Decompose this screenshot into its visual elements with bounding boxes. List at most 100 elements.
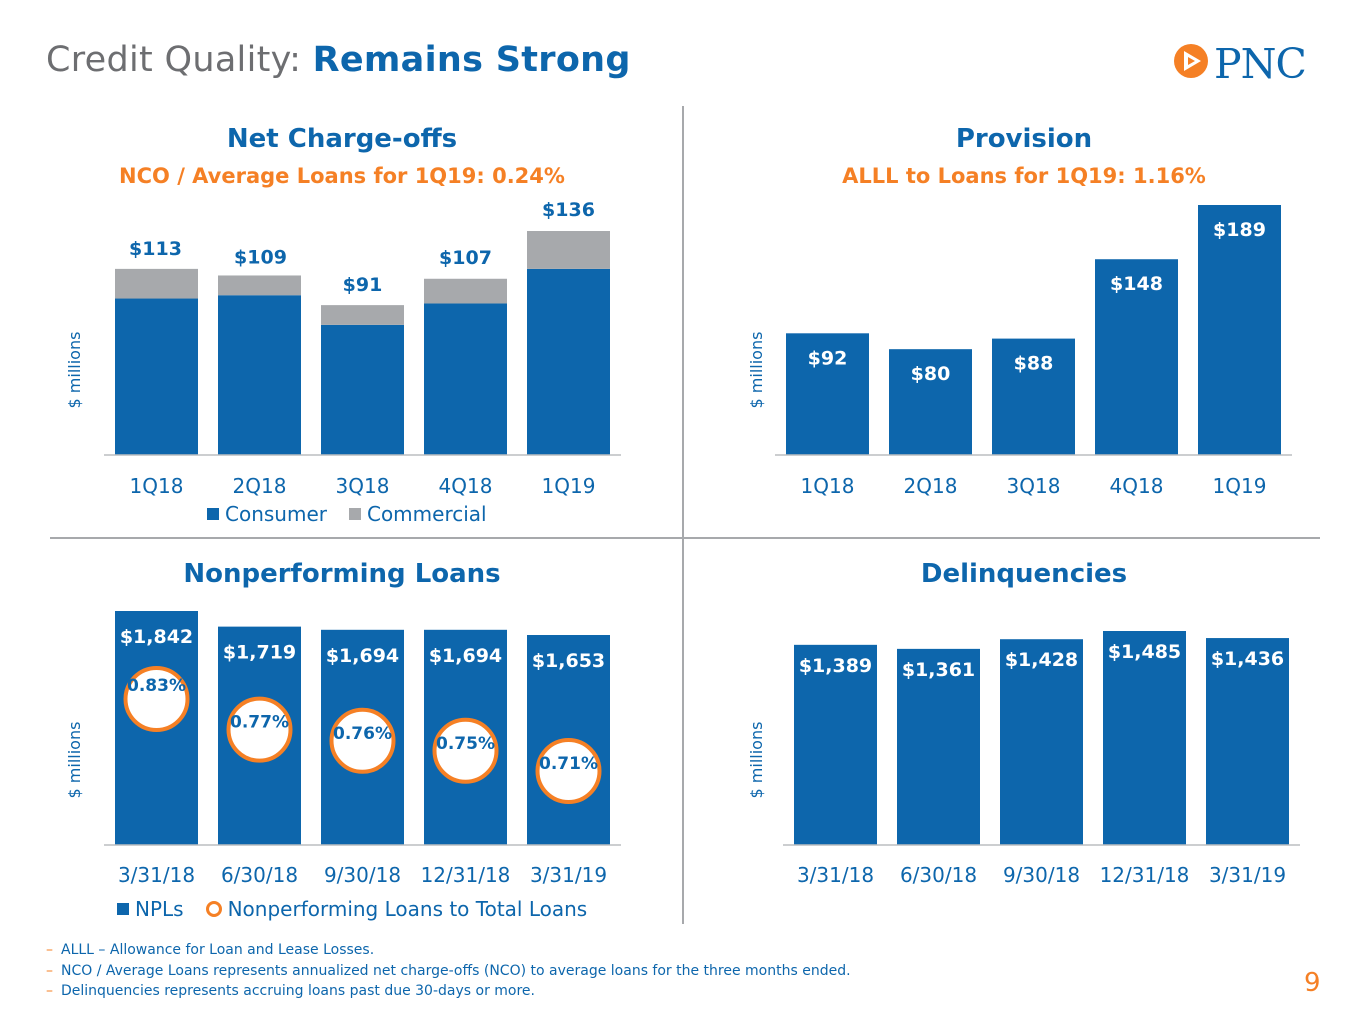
bar-value-label: $1,719	[223, 642, 296, 664]
x-tick-label: 3/31/19	[1209, 863, 1286, 887]
bar-value-label: $189	[1213, 219, 1266, 241]
delinquency-bar	[1206, 638, 1289, 845]
ratio-label: 0.76%	[333, 724, 392, 744]
y-axis-label: $ millions	[747, 722, 766, 799]
provision-chart: $92 $80 $88 $148 $189 1Q18 2Q18 3Q18 4Q18 1Q19 $ m…	[747, 205, 1292, 498]
provision-bar	[992, 338, 1075, 455]
provision-bar	[1095, 259, 1178, 455]
legend-ratio: Nonperforming Loans to Total Loans	[205, 897, 588, 921]
bar-value-label: $1,436	[1211, 648, 1284, 670]
delinquency-bar	[1000, 639, 1083, 845]
bar-value-label: $1,485	[1108, 641, 1181, 663]
footnote-text: NCO / Average Loans represents annualize…	[61, 962, 851, 979]
footnotes: – ALLL – Allowance for Loan and Lease Los…	[46, 940, 851, 1002]
footnote-dash: –	[46, 962, 53, 979]
commercial-swatch	[348, 508, 361, 520]
legend-commercial-label: Commercial	[366, 502, 487, 526]
delinquency-bar	[1103, 631, 1186, 845]
consumer-bar	[527, 268, 610, 455]
ratio-circle	[329, 707, 396, 774]
bar-value-label: $1,389	[799, 655, 872, 677]
provision-bar	[786, 333, 869, 455]
commercial-bar	[218, 275, 301, 296]
page-title: Credit Quality: Remains Strong	[46, 40, 631, 80]
total-label: $113	[129, 238, 182, 260]
commercial-bar	[424, 278, 507, 304]
x-tick-label: 3/31/19	[530, 863, 607, 887]
consumer-bar	[321, 324, 404, 455]
ratio-ring-icon	[205, 901, 222, 917]
consumer-bar	[115, 298, 198, 455]
x-tick-label: 9/30/18	[324, 863, 401, 887]
total-label: $91	[343, 274, 383, 296]
x-tick-label: 1Q19	[542, 474, 596, 498]
footnote: – Delinquencies represents accruing loans…	[46, 981, 851, 1002]
pnc-logo: PNC	[1170, 40, 1325, 88]
consumer-bar	[218, 295, 301, 455]
x-tick-label: 9/30/18	[1003, 863, 1080, 887]
bar-value-label: $1,361	[902, 659, 975, 681]
footnote: – ALLL – Allowance for Loan and Lease Los…	[46, 940, 851, 961]
bar-value-label: $1,653	[532, 650, 605, 672]
total-label: $136	[542, 199, 595, 221]
total-label: $109	[234, 246, 287, 268]
ratio-label: 0.71%	[539, 754, 598, 774]
x-tick-label: 2Q18	[904, 474, 958, 498]
provision-bar	[1198, 205, 1281, 455]
footnote-text: ALLL – Allowance for Loan and Lease Loss…	[61, 942, 375, 958]
x-tick-label: 1Q18	[801, 474, 855, 498]
legend-consumer: Consumer	[207, 502, 327, 526]
legend-npls-label: NPLs	[135, 897, 184, 921]
delinq-title: Delinquencies	[920, 559, 1128, 589]
x-tick-label: 6/30/18	[221, 863, 298, 887]
y-axis-label: $ millions	[65, 722, 84, 799]
x-tick-label: 1Q19	[1213, 474, 1267, 498]
x-tick-label: 4Q18	[439, 474, 493, 498]
bar-value-label: $1,428	[1005, 649, 1078, 671]
page-title-bold: Remains Strong	[312, 40, 631, 80]
commercial-bar	[527, 231, 610, 269]
provision-subtitle: ALLL to Loans for 1Q19: 1.16%	[842, 164, 1206, 188]
y-axis-label: $ millions	[747, 332, 766, 409]
x-tick-label: 2Q18	[233, 474, 287, 498]
commercial-bar	[115, 268, 198, 299]
npl-title: Nonperforming Loans	[183, 559, 501, 589]
bar-value-label: $1,694	[326, 645, 399, 667]
legend-commercial: Commercial	[348, 502, 487, 526]
consumer-bar	[424, 303, 507, 455]
footnote-dash: –	[46, 983, 53, 999]
x-tick-label: 12/31/18	[1100, 863, 1190, 887]
x-tick-label: 3/31/18	[118, 863, 195, 887]
footnote-text: Delinquencies represents accruing loans …	[61, 983, 535, 999]
ratio-circle	[432, 717, 499, 784]
commercial-bar	[321, 305, 404, 325]
delinquency-bar	[794, 644, 877, 845]
x-tick-label: 3/31/18	[797, 863, 874, 887]
legend-consumer-label: Consumer	[225, 502, 327, 526]
nco-title: Net Charge-offs	[226, 124, 458, 154]
delinq-chart: $1,389 $1,361 $1,428 $1,485 $1,436 3/31/18 6/3…	[747, 631, 1300, 887]
ratio-label: 0.75%	[436, 734, 495, 754]
x-tick-label: 4Q18	[1110, 474, 1164, 498]
total-label: $107	[439, 247, 492, 269]
bar-value-label: $1,842	[120, 626, 193, 648]
nco-subtitle: NCO / Average Loans for 1Q19: 0.24%	[119, 164, 565, 188]
legend-ratio-label: Nonperforming Loans to Total Loans	[227, 897, 588, 921]
vertical-divider	[682, 106, 684, 924]
footnote: – NCO / Average Loans represents annualiz…	[46, 961, 851, 982]
bar-value-label: $92	[808, 347, 848, 369]
bar-value-label: $148	[1110, 273, 1163, 295]
y-axis-label: $ millions	[65, 332, 84, 409]
x-tick-label: 6/30/18	[900, 863, 977, 887]
logo-text: PNC	[1214, 40, 1307, 88]
pnc-logo-icon	[1174, 44, 1208, 78]
provision-title: Provision	[955, 124, 1093, 154]
ratio-label: 0.83%	[127, 676, 186, 696]
legend-npls: NPLs	[117, 897, 184, 921]
consumer-swatch	[207, 508, 219, 520]
x-tick-label: 12/31/18	[421, 863, 511, 887]
page-number: 9	[1304, 968, 1321, 998]
ratio-label: 0.77%	[230, 713, 289, 733]
nco-chart: $113 $109 $91 $107 $136 1Q18 2Q18 3Q18 4Q18 1Q19 $…	[65, 199, 621, 498]
bar-value-label: $1,694	[429, 645, 502, 667]
